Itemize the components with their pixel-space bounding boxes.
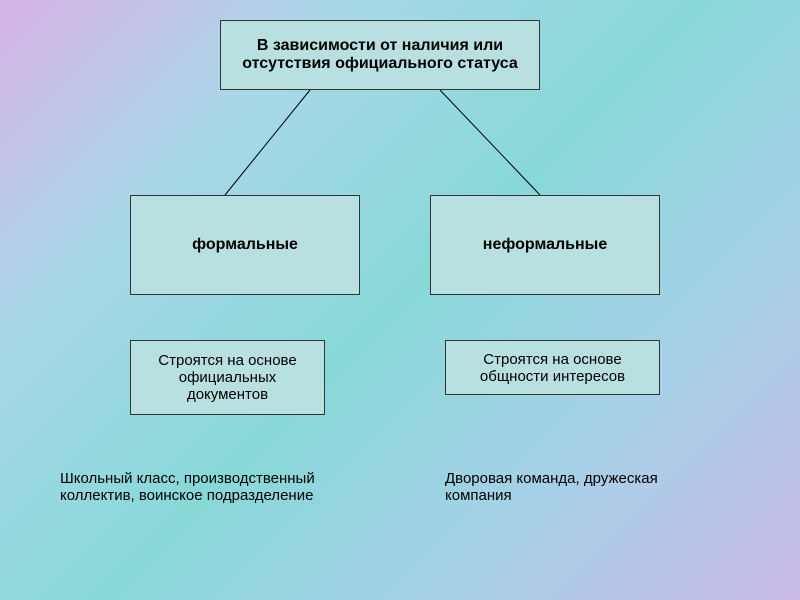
left-sub-node: Строятся на основе официальных документо… bbox=[130, 340, 325, 415]
right-sub-text: Строятся на основе общности интересов bbox=[458, 351, 647, 385]
right-sub-node: Строятся на основе общности интересов bbox=[445, 340, 660, 395]
left-node: формальные bbox=[130, 195, 360, 295]
top-node: В зависимости от наличия или отсутствия … bbox=[220, 20, 540, 90]
connector-lines bbox=[0, 0, 800, 600]
left-example-text: Школьный класс, производственный коллект… bbox=[60, 470, 330, 504]
right-node-text: неформальные bbox=[483, 236, 607, 254]
left-sub-text: Строятся на основе официальных документо… bbox=[143, 352, 312, 403]
left-node-text: формальные bbox=[192, 236, 298, 254]
right-example-content: Дворовая команда, дружеская компания bbox=[445, 470, 658, 504]
top-node-text: В зависимости от наличия или отсутствия … bbox=[233, 37, 527, 73]
right-example-text: Дворовая команда, дружеская компания bbox=[445, 470, 695, 504]
right-node: неформальные bbox=[430, 195, 660, 295]
left-example-content: Школьный класс, производственный коллект… bbox=[60, 470, 315, 504]
